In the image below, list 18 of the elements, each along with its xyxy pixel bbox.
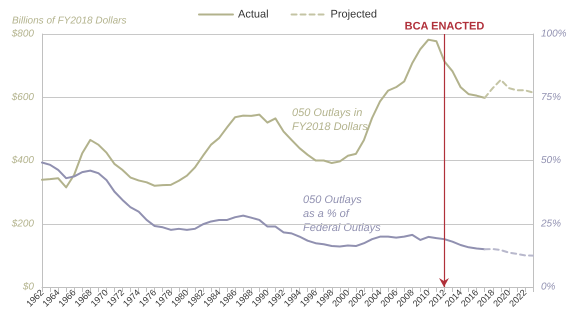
ref-line-label: BCA ENACTED — [404, 20, 484, 32]
y2-tick-label: 100% — [541, 28, 567, 40]
y-tick-label: $400 — [10, 155, 34, 166]
y-tick-label: $200 — [10, 218, 34, 230]
y-axis-title: Billions of FY2018 Dollars — [12, 16, 126, 26]
line-series — [41, 38, 486, 188]
y2-tick-label: 75% — [541, 92, 562, 103]
legend-label: Projected — [330, 8, 378, 20]
line-series — [41, 162, 486, 250]
annotation: 050 Outlays in FY2018 Dollars — [292, 107, 368, 133]
y-tick-label: $0 — [22, 282, 34, 292]
y2-tick-label: 25% — [540, 218, 562, 230]
y-tick-label: $600 — [10, 92, 34, 103]
y-tick-label: $800 — [10, 28, 34, 40]
y2-tick-label: 50% — [541, 155, 562, 166]
legend-label: Actual — [238, 8, 269, 20]
y2-tick-label: 0% — [541, 282, 556, 292]
line-series — [484, 78, 534, 99]
